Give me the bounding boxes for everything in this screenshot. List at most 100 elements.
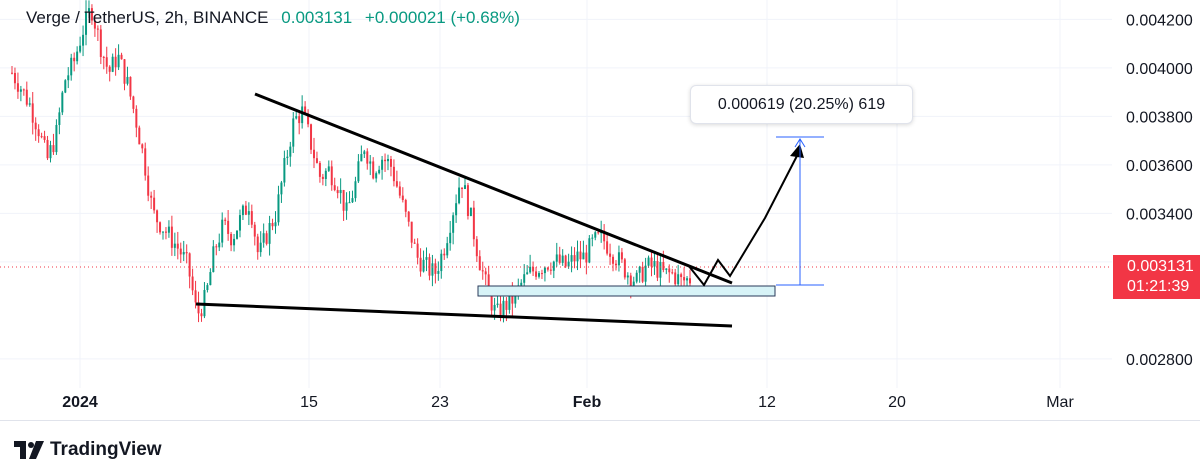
candle-body <box>683 277 686 281</box>
candle-body <box>277 194 280 223</box>
candle-body <box>582 252 585 260</box>
candle-body <box>478 256 481 271</box>
candle-body <box>141 144 144 149</box>
candle-body <box>455 203 458 216</box>
candle-body <box>345 202 348 211</box>
candle-body <box>617 252 620 266</box>
support-zone[interactable] <box>477 285 776 297</box>
candle-body <box>398 186 401 196</box>
candle-body <box>543 267 546 274</box>
time-axis[interactable]: 2024 15 23 Feb 12 20 Mar <box>62 394 1074 411</box>
candle-body <box>514 289 517 304</box>
candle-body <box>538 273 541 277</box>
candle-body <box>680 274 683 278</box>
candle-body <box>120 54 123 60</box>
candle-body <box>552 261 555 271</box>
upper-trendline[interactable] <box>254 92 733 285</box>
candle-body <box>573 255 576 262</box>
candle-body <box>348 202 351 204</box>
candle-body <box>259 242 262 253</box>
candle-body <box>342 189 345 211</box>
candle-body <box>546 267 549 270</box>
chart-grid <box>0 0 1112 388</box>
price-axis[interactable]: 0.004200 0.004000 0.003800 0.003600 0.003400… <box>1126 12 1193 369</box>
projection-path[interactable] <box>687 149 801 287</box>
candle-body <box>310 124 313 150</box>
candle-body <box>677 274 680 285</box>
candle-body <box>138 127 141 145</box>
candle-body <box>502 300 505 318</box>
x-tick-label: Feb <box>573 394 602 411</box>
candle-body <box>170 226 173 248</box>
candle-body <box>262 233 265 243</box>
candle-body <box>147 175 150 196</box>
candle-body <box>153 197 156 211</box>
candle-body <box>647 257 650 266</box>
candle-body <box>330 166 333 186</box>
lower-trendline[interactable] <box>195 302 733 328</box>
candle-body <box>351 198 354 203</box>
candle-body <box>668 268 671 273</box>
candle-body <box>247 211 250 215</box>
candle-body <box>19 89 22 92</box>
candle-body <box>425 257 428 260</box>
candle-body <box>200 313 203 317</box>
candle-body <box>283 158 286 183</box>
candle-body <box>689 278 691 284</box>
x-tick-label: 15 <box>300 394 318 411</box>
candle-body <box>401 195 404 201</box>
candle-body <box>58 112 61 125</box>
candle-body <box>233 238 236 246</box>
candle-body <box>357 161 360 182</box>
candle-body <box>126 76 129 84</box>
candle-body <box>150 195 153 198</box>
candle-body <box>161 231 164 233</box>
candle-body <box>496 303 499 305</box>
candle-body <box>549 269 552 271</box>
candle-body <box>612 256 615 264</box>
candle-body <box>327 166 330 171</box>
candle-body <box>250 211 253 225</box>
candle-body <box>493 304 496 311</box>
candle-body <box>540 273 543 275</box>
candle-body <box>167 226 170 233</box>
candle-body <box>626 275 629 278</box>
candle-body <box>644 265 647 282</box>
candle-body <box>37 129 40 137</box>
candle-body <box>298 116 301 124</box>
candle-body <box>114 56 117 68</box>
tradingview-logo[interactable]: TradingView <box>14 439 162 461</box>
candle-body <box>156 210 159 223</box>
projection-arrowhead <box>790 144 804 158</box>
candle-body <box>102 56 105 58</box>
candle-body <box>224 219 227 221</box>
candle-body <box>28 103 31 105</box>
candle-body <box>16 83 19 92</box>
candle-body <box>64 80 67 93</box>
candle-body <box>324 170 327 179</box>
candle-body <box>40 136 43 138</box>
candle-body <box>520 282 523 286</box>
candle-body <box>389 158 392 167</box>
candle-body <box>227 220 230 234</box>
candle-body <box>274 222 277 227</box>
candle-body <box>629 275 632 287</box>
candle-body <box>508 292 511 310</box>
candle-body <box>555 254 558 262</box>
price-chart[interactable]: 0.004200 0.004000 0.003800 0.003600 0.003400… <box>0 0 1200 420</box>
target-measure[interactable] <box>776 136 824 286</box>
candle-body <box>606 241 609 254</box>
candle-body <box>484 271 487 275</box>
candle-body <box>82 34 85 46</box>
candle-body <box>253 224 256 237</box>
candle-body <box>505 300 508 310</box>
candle-body <box>105 57 108 67</box>
symbol-title[interactable]: Verge / TetherUS, 2h, BINANCE <box>26 8 269 27</box>
candle-body <box>591 237 594 239</box>
candle-body <box>289 146 292 157</box>
candle-body <box>579 251 582 260</box>
candle-body <box>475 239 478 257</box>
candlestick-series <box>11 0 691 323</box>
candle-body <box>419 257 422 272</box>
candle-body <box>452 215 455 233</box>
